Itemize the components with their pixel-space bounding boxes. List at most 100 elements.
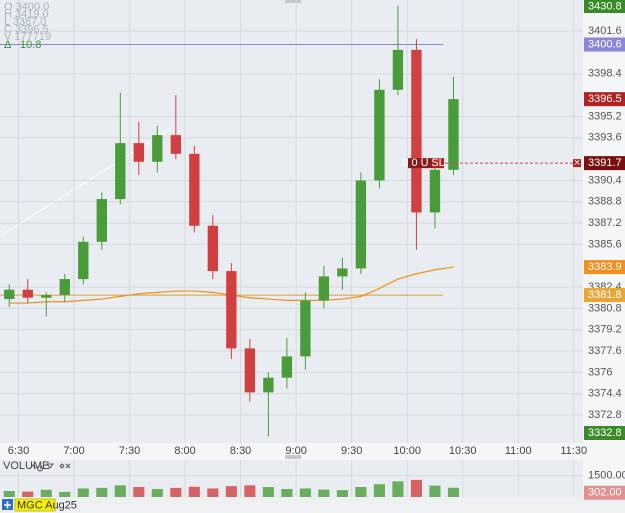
volume-bar: [262, 487, 274, 497]
y-tick-label: 3395.2: [588, 110, 622, 122]
price-tag-label: 3396.5: [588, 93, 622, 105]
volume-bar: [373, 484, 385, 497]
session-high-tag: [584, 0, 625, 13]
candle-body: [411, 49, 422, 213]
x-tick-label: 9:30: [341, 445, 362, 457]
candle-body: [152, 135, 163, 162]
session-high-label: 3430.8: [588, 0, 622, 12]
x-tick-label: 10:00: [393, 445, 421, 457]
price-tag-label: 3391.7: [588, 157, 622, 169]
order-tag: SL: [431, 157, 444, 169]
candle-body: [281, 356, 293, 378]
y-tick-label: 3379.2: [588, 324, 622, 336]
volume-bar: [207, 488, 219, 497]
ohlc-info: V 177719: [4, 31, 51, 43]
volume-bar: [392, 481, 404, 497]
candle-body: [429, 169, 441, 213]
y-tick-label: 3393.6: [588, 132, 622, 144]
price-tag: [584, 37, 625, 52]
x-tick-label: 11:30: [560, 445, 587, 457]
order-label-box: [408, 158, 432, 169]
candle-body: [337, 268, 348, 277]
y-tick-label: 3374.4: [588, 388, 622, 400]
instrument-tab[interactable]: [14, 498, 56, 512]
volume-bar: [170, 487, 182, 497]
x-tick-label: 10:30: [449, 445, 477, 457]
volume-controls[interactable]: [29, 463, 71, 472]
x-tick-label: 6:30: [8, 445, 29, 457]
candle-body: [448, 99, 459, 170]
y-tick-label: 3385.6: [588, 238, 622, 250]
volume-bar: [410, 479, 422, 497]
volume-bar: [22, 491, 34, 497]
volume-bar: [40, 489, 52, 497]
volume-bar: [281, 489, 293, 497]
volume-bar: [59, 491, 71, 497]
candle-body: [263, 377, 274, 393]
order-close: ×: [574, 157, 580, 169]
price-tag: [584, 92, 625, 107]
y-tick-label: 3380.8: [588, 302, 622, 314]
volume-bar: [447, 487, 459, 497]
x-tick-label: 8:00: [174, 445, 195, 457]
candle-body: [244, 348, 256, 393]
delta-value: 10.8: [20, 39, 41, 51]
volume-bar: [188, 486, 200, 497]
ohlc-info: L 3387.0: [4, 16, 46, 28]
candle-body: [78, 241, 89, 280]
candle-body: [170, 135, 182, 154]
volume-bar: [355, 487, 367, 497]
candle-body: [374, 89, 385, 181]
candle-body: [4, 289, 15, 300]
ohlc-info: O 3400.0: [4, 1, 49, 13]
price-tag: [584, 156, 625, 171]
volume-bar: [77, 488, 89, 497]
y-tick-label: 3401.6: [588, 25, 622, 37]
candle-body: [22, 289, 33, 298]
order-close-box[interactable]: [573, 159, 581, 168]
y-tick-label: 3377.6: [588, 345, 622, 357]
candle-body: [355, 180, 367, 269]
candle-body: [318, 276, 330, 301]
y-tick-label: 3390.4: [588, 174, 622, 186]
y-tick-label: 3388.8: [588, 196, 622, 208]
pane-handle[interactable]: [285, 455, 301, 459]
volume-bar: [244, 485, 256, 497]
candle-body: [207, 225, 219, 272]
price-axis-background: [583, 0, 625, 443]
candle-body: [226, 271, 237, 349]
y-tick-label: 3387.2: [588, 217, 622, 229]
volume-bar: [151, 489, 163, 497]
volume-tick-label: 1500.00: [588, 470, 625, 482]
volume-tag: [584, 485, 625, 500]
y-tick-label: 3372.8: [588, 409, 622, 421]
session-low-tag: [584, 426, 625, 440]
volume-bar: [133, 487, 145, 497]
price-tag: [584, 260, 625, 275]
volume-bar: [96, 487, 108, 497]
ohlc-info: H 3419.0: [4, 8, 49, 20]
y-tick-label: 3376: [588, 366, 612, 378]
volume-bar: [429, 485, 441, 497]
session-low-label: 3332.8: [588, 427, 622, 439]
order-tag-box: [432, 158, 444, 169]
add-icon: [4, 501, 11, 509]
volume-bar: [114, 485, 126, 497]
x-tick-label: 8:30: [230, 445, 251, 457]
candle-body: [189, 153, 200, 226]
candle-body: [41, 295, 52, 298]
pane-handle[interactable]: [285, 0, 301, 3]
volume-bar: [318, 489, 330, 497]
x-tick-label: 11:00: [505, 445, 532, 457]
order-label: 0 0 U 1: [402, 157, 437, 169]
price-tag-label: 3381.8: [588, 289, 622, 301]
y-tick-label: 3398.4: [588, 68, 622, 80]
candle-body: [96, 199, 107, 242]
candle-body: [133, 143, 144, 162]
delta-symbol: Δ: [4, 39, 12, 51]
candle-body: [300, 300, 311, 357]
volume-bar: [336, 490, 348, 497]
x-tick-label: 9:00: [285, 445, 306, 457]
volume-bar: [299, 488, 311, 497]
